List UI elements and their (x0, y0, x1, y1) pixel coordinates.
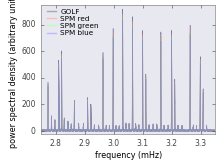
GOLF (121, 8, 124, 10)
GOLF (214, 130, 216, 132)
SPM red (40, 130, 43, 132)
SPM green (55, 130, 57, 132)
SPM red (44, 130, 47, 132)
GOLF (105, 128, 108, 130)
SPM green (111, 130, 114, 132)
GOLF (44, 130, 47, 132)
GOLF (55, 130, 57, 132)
SPM blue (121, 19, 124, 21)
SPM red (55, 130, 58, 132)
SPM blue (55, 130, 57, 132)
Line: SPM green: SPM green (41, 18, 215, 131)
Line: SPM blue: SPM blue (41, 20, 215, 131)
GOLF (40, 130, 43, 132)
Line: GOLF: GOLF (41, 9, 215, 131)
SPM blue (184, 130, 187, 132)
SPM blue (83, 130, 86, 132)
SPM red (111, 130, 114, 132)
SPM green (98, 130, 101, 132)
SPM green (105, 129, 108, 131)
SPM blue (98, 130, 101, 132)
SPM blue (111, 130, 114, 132)
GOLF (83, 130, 86, 132)
SPM blue (44, 130, 47, 132)
SPM green (83, 130, 86, 132)
GOLF (98, 130, 101, 132)
SPM red (83, 130, 86, 132)
SPM red (214, 130, 216, 132)
SPM green (121, 17, 124, 19)
SPM green (40, 130, 43, 132)
Y-axis label: power spectral density (arbitrary units): power spectral density (arbitrary units) (9, 0, 18, 148)
Line: SPM red: SPM red (41, 14, 215, 131)
SPM red (184, 130, 187, 132)
SPM green (184, 130, 187, 132)
Legend: GOLF, SPM red, SPM green, SPM blue: GOLF, SPM red, SPM green, SPM blue (44, 7, 100, 37)
SPM blue (105, 129, 108, 131)
SPM red (105, 129, 108, 131)
SPM green (44, 130, 47, 132)
GOLF (111, 130, 114, 132)
GOLF (184, 130, 187, 132)
X-axis label: frequency (mHz): frequency (mHz) (95, 151, 162, 160)
SPM red (98, 130, 101, 132)
SPM red (121, 13, 124, 15)
SPM blue (40, 130, 43, 132)
SPM blue (214, 130, 216, 132)
SPM green (214, 130, 216, 132)
